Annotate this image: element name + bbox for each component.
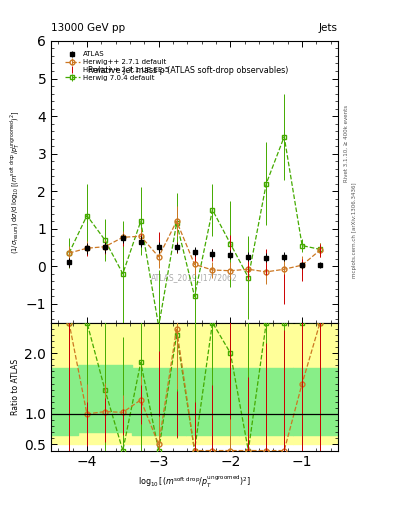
X-axis label: $\log_{10}[(m^{\rm soft\ drop}/p_T^{\rm ungroomed})^2]$: $\log_{10}[(m^{\rm soft\ drop}/p_T^{\rm … — [138, 474, 251, 490]
Y-axis label: $(1/\sigma_{\rm resum})$ d$\sigma$/d $\log_{10}[(m^{\rm soft\ drop}/p_T^{\rm ung: $(1/\sigma_{\rm resum})$ d$\sigma$/d $\l… — [8, 110, 22, 253]
Legend: ATLAS, Herwig++ 2.7.1 default, Herwig++ 2.7.1 UE-EE-5, Herwig 7.0.4 default: ATLAS, Herwig++ 2.7.1 default, Herwig++ … — [63, 50, 170, 82]
Text: 13000 GeV pp: 13000 GeV pp — [51, 23, 125, 33]
Text: Jets: Jets — [319, 23, 338, 33]
Text: ATLAS_2019_I1772062: ATLAS_2019_I1772062 — [151, 273, 238, 282]
Y-axis label: Ratio to ATLAS: Ratio to ATLAS — [11, 358, 20, 415]
Text: Relative jet mass ρ (ATLAS soft-drop observables): Relative jet mass ρ (ATLAS soft-drop obs… — [88, 66, 289, 75]
Text: Rivet 3.1.10, ≥ 400k events: Rivet 3.1.10, ≥ 400k events — [344, 105, 349, 182]
Text: mcplots.cern.ch [arXiv:1306.3436]: mcplots.cern.ch [arXiv:1306.3436] — [352, 183, 357, 278]
